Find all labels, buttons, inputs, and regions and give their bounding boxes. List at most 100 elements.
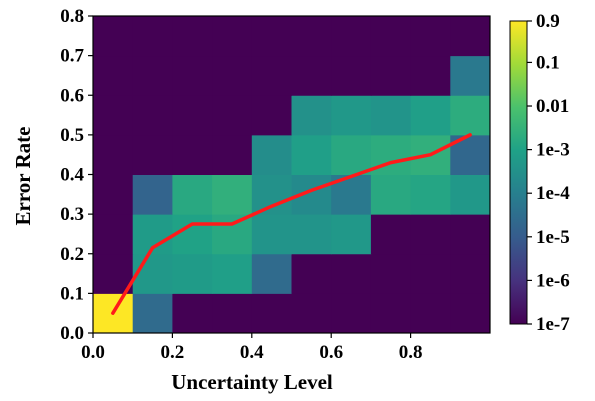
heatmap-cell (93, 55, 134, 96)
heatmap-cell (450, 55, 491, 96)
colorbar-tick-label: 1e-6 (536, 270, 570, 291)
heatmap-cell (172, 16, 213, 57)
colorbar-tick-label: 1e-4 (536, 183, 570, 204)
heatmap-cell (370, 16, 412, 57)
colorbar-tick-label: 1e-3 (536, 140, 570, 161)
y-axis-label: Error Rate (11, 127, 35, 226)
heatmap-cells (93, 16, 491, 334)
heatmap-cell (93, 134, 134, 175)
heatmap-cell (132, 55, 173, 96)
heatmap-cell (370, 95, 412, 136)
x-axis-label: Uncertainty Level (171, 370, 333, 394)
heatmap-cell (291, 16, 332, 57)
heatmap-cell (331, 134, 372, 175)
heatmap-cell (291, 214, 332, 255)
heatmap-cell (93, 214, 134, 255)
y-tick-label: 0.4 (60, 165, 84, 186)
heatmap-cell (212, 214, 253, 255)
heatmap-cell (291, 293, 332, 334)
heatmap-cell (132, 253, 173, 294)
heatmap-cell (172, 214, 213, 255)
heatmap-cell (93, 95, 134, 136)
heatmap-cell (410, 174, 451, 215)
heatmap-cell (450, 253, 491, 294)
heatmap-cell (172, 174, 213, 215)
heatmap-cell (370, 253, 412, 294)
heatmap-cell (331, 293, 372, 334)
heatmap-cell (212, 16, 253, 57)
heatmap-cell (212, 55, 253, 96)
heatmap-cell (132, 293, 173, 334)
heatmap-cell (410, 16, 451, 57)
colorbar-tick-label: 0.9 (536, 11, 560, 32)
y-tick-label: 0.7 (60, 46, 84, 67)
heatmap-cell (251, 134, 292, 175)
heatmap-cell (172, 55, 213, 96)
trend-line (111, 133, 472, 315)
heatmap-cell (450, 214, 491, 255)
heatmap-cell (331, 16, 372, 57)
axes: 0.0 0.2 0.4 0.6 0.8 0.0 0.1 0.2 0.3 0.4 0.5 0.6 0.7 0… (60, 6, 491, 363)
heatmap-cell (410, 253, 451, 294)
heatmap-cell (212, 95, 253, 136)
heatmap-cell (251, 174, 292, 215)
heatmap-cell (251, 214, 292, 255)
heatmap-cell (212, 174, 253, 215)
heatmap-cell (132, 16, 173, 57)
trend-line-layer (111, 133, 472, 315)
y-tick-label: 0.5 (60, 125, 84, 146)
colorbar-tick-label: 1e-7 (536, 314, 570, 335)
heatmap-cell (410, 293, 451, 334)
y-tick-label: 0.3 (60, 204, 84, 225)
heatmap-cell (291, 55, 332, 96)
heatmap-cell (331, 214, 372, 255)
heatmap-cell (212, 253, 253, 294)
heatmap-cell (172, 253, 213, 294)
colorbar: 0.9 0.1 0.01 1e-3 1e-4 1e-5 1e-6 1e-7 (509, 11, 570, 335)
heatmap-cell (212, 293, 253, 334)
y-tick-label: 0.0 (60, 323, 84, 344)
heatmap-cell (370, 174, 412, 215)
heatmap-cell (410, 95, 451, 136)
heatmap-cell (93, 174, 134, 215)
heatmap-cell (212, 134, 253, 175)
colorbar-tick-label: 1e-5 (536, 227, 570, 248)
heatmap-cell (172, 293, 213, 334)
colorbar-gradient (509, 20, 528, 325)
heatmap-cell (410, 214, 451, 255)
colorbar-tick-label: 0.1 (536, 52, 560, 73)
heatmap-cell (251, 253, 292, 294)
heatmap-cell (172, 95, 213, 136)
heatmap-cell (251, 16, 292, 57)
heatmap-cell (331, 95, 372, 136)
y-tick-label: 0.6 (60, 85, 84, 106)
x-tick-label: 0.6 (319, 342, 343, 363)
heatmap-cell (132, 174, 173, 215)
heatmap-cell (370, 214, 412, 255)
y-tick-label: 0.8 (60, 6, 84, 27)
y-tick-label: 0.1 (60, 283, 84, 304)
x-tick-label: 0.0 (81, 342, 105, 363)
heatmap-cell (172, 134, 213, 175)
heatmap-cell (132, 134, 173, 175)
heatmap-cell (251, 95, 292, 136)
heatmap-cell (450, 174, 491, 215)
heatmap-cell (370, 293, 412, 334)
heatmap-cell (370, 55, 412, 96)
heatmap-cell (251, 293, 292, 334)
colorbar-tick-label: 0.01 (536, 96, 569, 117)
x-tick-label: 0.2 (161, 342, 185, 363)
heatmap-cell (93, 253, 134, 294)
heatmap-cell (291, 253, 332, 294)
heatmap-cell (331, 55, 372, 96)
heatmap-cell (291, 95, 332, 136)
heatmap-cell (251, 55, 292, 96)
heatmap-cell (331, 253, 372, 294)
heatmap-cell (291, 134, 332, 175)
heatmap-cell (132, 95, 173, 136)
heatmap-cell (93, 16, 134, 57)
heatmap-cell (450, 293, 491, 334)
y-tick-label: 0.2 (60, 244, 84, 265)
